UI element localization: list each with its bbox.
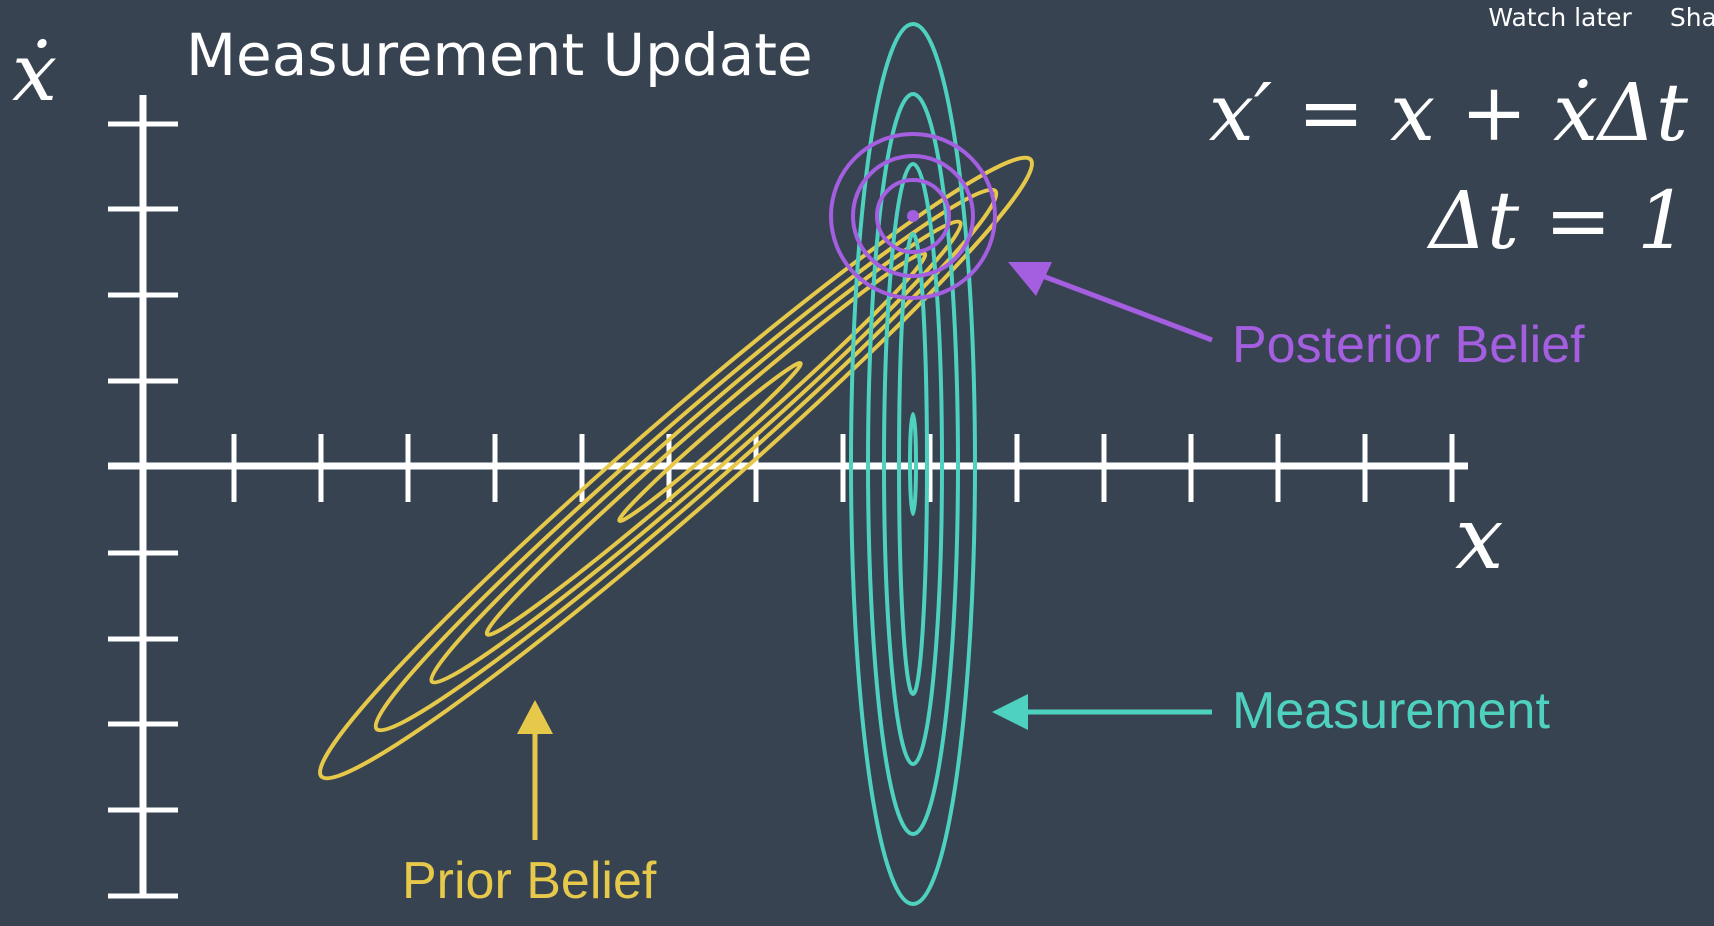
measurement-contour	[849, 22, 977, 906]
posterior-arrow-head	[1008, 262, 1052, 296]
prior-arrow-head	[517, 700, 553, 734]
posterior-belief-contours	[829, 132, 997, 300]
posterior-contour	[829, 132, 997, 300]
share-button[interactable]: Share	[1669, 2, 1714, 32]
posterior-contour	[875, 178, 951, 254]
prior-contour	[429, 219, 963, 685]
posterior-center-dot	[907, 210, 919, 222]
y-axis-ticks	[108, 121, 178, 899]
measurement-contour	[882, 162, 944, 766]
measurement-annotation: Measurement	[992, 682, 1550, 740]
prior-contour	[617, 361, 803, 523]
posterior-label: Posterior Belief	[1232, 316, 1585, 374]
watch-later-button[interactable]: Watch later	[1488, 2, 1632, 32]
prior-contour	[318, 155, 1034, 781]
motion-equation: x′ = x + ẋΔt	[1209, 66, 1689, 159]
measurement-label: Measurement	[1232, 682, 1550, 740]
measurement-contour	[908, 412, 918, 516]
prior-annotation: Prior Belief	[402, 700, 657, 910]
x-axis-label: x	[1455, 489, 1504, 589]
axes	[108, 95, 1468, 899]
posterior-contour	[851, 154, 975, 278]
prior-label: Prior Belief	[402, 852, 657, 910]
y-axis-label: ẋ	[12, 26, 57, 119]
prior-contour	[373, 187, 999, 733]
slide-title: Measurement Update	[186, 21, 813, 89]
measurement-contours	[849, 22, 977, 906]
measurement-contour	[866, 92, 960, 836]
measurement-contour	[897, 232, 929, 696]
player-overlay: Watch later Share	[1488, 0, 1714, 34]
prior-belief-contours	[318, 155, 1034, 781]
posterior-annotation: Posterior Belief	[1008, 262, 1585, 374]
measurement-arrow-head	[992, 694, 1028, 730]
prior-contour	[484, 251, 928, 637]
timestep-equation: Δt = 1	[1426, 174, 1688, 267]
posterior-arrow-shaft	[1039, 272, 1213, 343]
